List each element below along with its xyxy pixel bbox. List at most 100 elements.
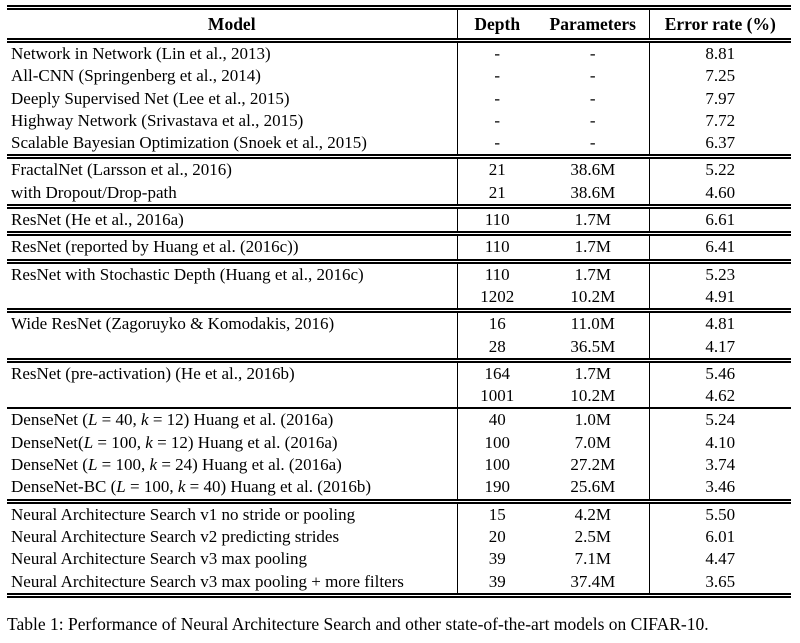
error-rate-cell: 4.91 — [648, 285, 791, 311]
parameters-cell: - — [589, 88, 596, 108]
parameters-cell: 38.6M — [570, 182, 616, 202]
parameters-cell: 1.7M — [574, 363, 611, 383]
error-rate-cell: 5.22 — [648, 156, 791, 182]
parameters-cell: - — [589, 44, 596, 63]
depth-cell: 21 — [456, 156, 537, 182]
table-row: DenseNet(L = 100, k = 12) Huang et al. (… — [7, 431, 791, 455]
model-cell: ResNet with Stochastic Depth (Huang et a… — [11, 264, 364, 284]
table-row: ResNet with Stochastic Depth (Huang et a… — [7, 261, 791, 286]
parameters-cell: 1.7M — [574, 210, 611, 230]
model-cell: with Dropout/Drop-path — [11, 182, 177, 202]
model-cell: DenseNet (L = 100, k = 24) Huang et al. … — [11, 455, 342, 475]
parameters-cell: 1.0M — [574, 410, 611, 430]
error-rate-cell: 5.23 — [648, 261, 791, 286]
model-cell — [7, 385, 457, 408]
table-body: Network in Network (Lin et al., 2013) - -8… — [7, 40, 791, 596]
error-rate-cell: 8.81 — [648, 40, 791, 66]
depth-cell: - — [456, 65, 537, 88]
error-rate-cell: 4.17 — [648, 335, 791, 361]
parameters-cell: 4.2M — [574, 504, 611, 524]
depth-cell: 164 — [456, 360, 537, 386]
model-cell: Neural Architecture Search v2 predicting… — [11, 526, 340, 546]
model-cell: FractalNet (Larsson et al., 2016) — [11, 160, 232, 180]
column-header-parameters: Parameters — [549, 14, 636, 34]
error-rate-cell: 3.74 — [648, 454, 791, 477]
parameters-cell: 1.7M — [574, 237, 611, 257]
parameters-cell: 11.0M — [570, 314, 615, 334]
table-row: Neural Architecture Search v3 max poolin… — [7, 548, 791, 571]
parameters-cell: 7.1M — [574, 549, 611, 569]
table-row: DenseNet-BC (L = 100, k = 40) Huang et a… — [7, 476, 791, 502]
table-row: Neural Architecture Search v1 no stride … — [7, 501, 791, 526]
depth-cell: 1202 — [456, 285, 537, 311]
table-row: Neural Architecture Search v3 max poolin… — [7, 570, 791, 596]
parameters-cell: 27.2M — [570, 455, 616, 475]
error-rate-cell: 3.46 — [648, 476, 791, 502]
parameters-cell: - — [589, 66, 596, 86]
table-caption: Table 1: Performance of Neural Architect… — [7, 613, 709, 634]
error-rate-cell: 5.46 — [648, 360, 791, 386]
table-row: Wide ResNet (Zagoruyko & Komodakis, 2016… — [7, 310, 791, 336]
table-row: Highway Network (Srivastava et al., 2015… — [7, 109, 791, 133]
parameters-cell: 2.5M — [574, 526, 611, 546]
depth-cell: 16 — [456, 310, 537, 336]
model-cell: Highway Network (Srivastava et al., 2015… — [11, 110, 304, 130]
model-cell — [7, 336, 457, 361]
error-rate-cell: 6.61 — [648, 206, 791, 234]
depth-cell: 100 — [456, 454, 537, 477]
model-cell: DenseNet(L = 100, k = 12) Huang et al. (… — [11, 432, 338, 452]
table-row: Deeply Supervised Net (Lee et al., 2015)… — [7, 87, 791, 110]
depth-cell: - — [456, 40, 537, 66]
error-rate-cell: 7.97 — [648, 87, 791, 110]
error-rate-cell: 6.41 — [648, 233, 791, 262]
table-row: DenseNet (L = 40, k = 12) Huang et al. (… — [7, 408, 791, 432]
depth-cell: 110 — [456, 233, 537, 262]
parameters-cell: 10.2M — [570, 286, 616, 306]
table-header: Model Depth Parameters Error rate (%) — [7, 7, 791, 41]
depth-cell: 28 — [456, 335, 537, 361]
parameters-cell: 36.5M — [570, 336, 616, 356]
parameters-cell: - — [589, 110, 596, 130]
depth-cell: 40 — [456, 408, 537, 432]
table-row: FractalNet (Larsson et al., 2016) 21 38.6M… — [7, 156, 791, 182]
parameters-cell: 10.2M — [570, 386, 616, 406]
column-header-error-rate: Error rate (%) — [648, 7, 791, 41]
error-rate-cell: 7.25 — [648, 65, 791, 88]
error-rate-cell: 5.24 — [648, 408, 791, 432]
depth-cell: 20 — [456, 525, 537, 549]
table-row: ResNet (He et al., 2016a) 110 1.7M 6.61 — [7, 206, 791, 234]
model-cell: All-CNN (Springenberg et al., 2014) — [11, 66, 261, 86]
parameters-cell: 7.0M — [574, 432, 611, 452]
error-rate-cell: 7.72 — [648, 109, 791, 133]
parameters-cell: 37.4M — [570, 571, 616, 591]
model-cell: Wide ResNet (Zagoruyko & Komodakis, 2016… — [11, 314, 335, 334]
error-rate-cell: 6.01 — [648, 525, 791, 549]
model-cell: DenseNet-BC (L = 100, k = 40) Huang et a… — [11, 477, 372, 497]
model-cell: ResNet (pre-activation) (He et al., 2016… — [11, 363, 295, 383]
table-row: Neural Architecture Search v2 predicting… — [7, 525, 791, 549]
depth-cell: 21 — [456, 181, 537, 207]
model-cell: ResNet (reported by Huang et al. (2016c)… — [11, 237, 299, 257]
model-cell: Scalable Bayesian Optimization (Snoek et… — [11, 133, 367, 153]
model-cell: Deeply Supervised Net (Lee et al., 2015) — [11, 88, 290, 108]
depth-cell: - — [456, 132, 537, 157]
depth-cell: 15 — [456, 501, 537, 526]
parameters-cell: 1.7M — [574, 264, 611, 284]
depth-cell: 190 — [456, 476, 537, 502]
depth-cell: 110 — [456, 261, 537, 286]
depth-cell: 39 — [456, 570, 537, 596]
error-rate-cell: 3.65 — [648, 570, 791, 596]
model-cell: Neural Architecture Search v1 no stride … — [11, 504, 356, 524]
parameters-cell: 25.6M — [570, 477, 616, 497]
table-row: ResNet (pre-activation) (He et al., 2016… — [7, 360, 791, 386]
model-cell — [7, 286, 457, 311]
table-row: DenseNet (L = 100, k = 24) Huang et al. … — [7, 454, 791, 477]
depth-cell: - — [456, 109, 537, 133]
model-cell: Neural Architecture Search v3 max poolin… — [11, 549, 307, 569]
model-cell: Network in Network (Lin et al., 2013) — [11, 44, 271, 63]
error-rate-cell: 6.37 — [648, 132, 791, 157]
table-row: Network in Network (Lin et al., 2013) - - 8… — [7, 40, 791, 66]
results-table: Model Depth Parameters Error rate (%) Ne… — [7, 5, 791, 598]
error-rate-cell: 4.81 — [648, 310, 791, 336]
